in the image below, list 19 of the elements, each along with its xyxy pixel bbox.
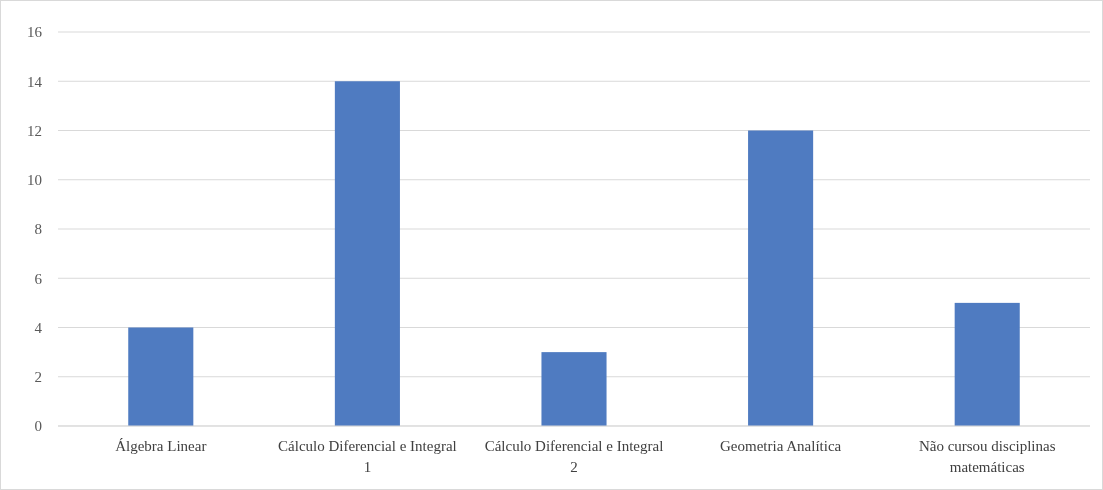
x-tick-label: Álgebra Linear (115, 438, 207, 454)
x-tick-label: Cálculo Diferencial e Integral 2 (484, 438, 664, 475)
y-tick-label: 0 (34, 418, 42, 435)
bar (128, 327, 194, 426)
x-tick-label: Não cursou disciplinas matemáticas (918, 438, 1056, 475)
y-tick-label: 4 (34, 319, 43, 336)
y-tick-label: 10 (27, 172, 42, 189)
y-tick-label: 16 (27, 24, 43, 41)
x-tick-label: Cálculo Diferencial e Integral 1 (278, 438, 457, 475)
bar (748, 130, 814, 426)
y-tick-label: 14 (27, 73, 43, 90)
y-tick-label: 8 (34, 221, 42, 238)
y-tick-label: 6 (34, 270, 43, 287)
y-tick-label: 2 (34, 369, 42, 386)
bar (541, 352, 607, 426)
y-tick-label: 12 (27, 122, 42, 139)
bar (954, 302, 1020, 426)
x-tick-label: Geometria Analítica (720, 438, 842, 454)
bar (334, 81, 400, 426)
